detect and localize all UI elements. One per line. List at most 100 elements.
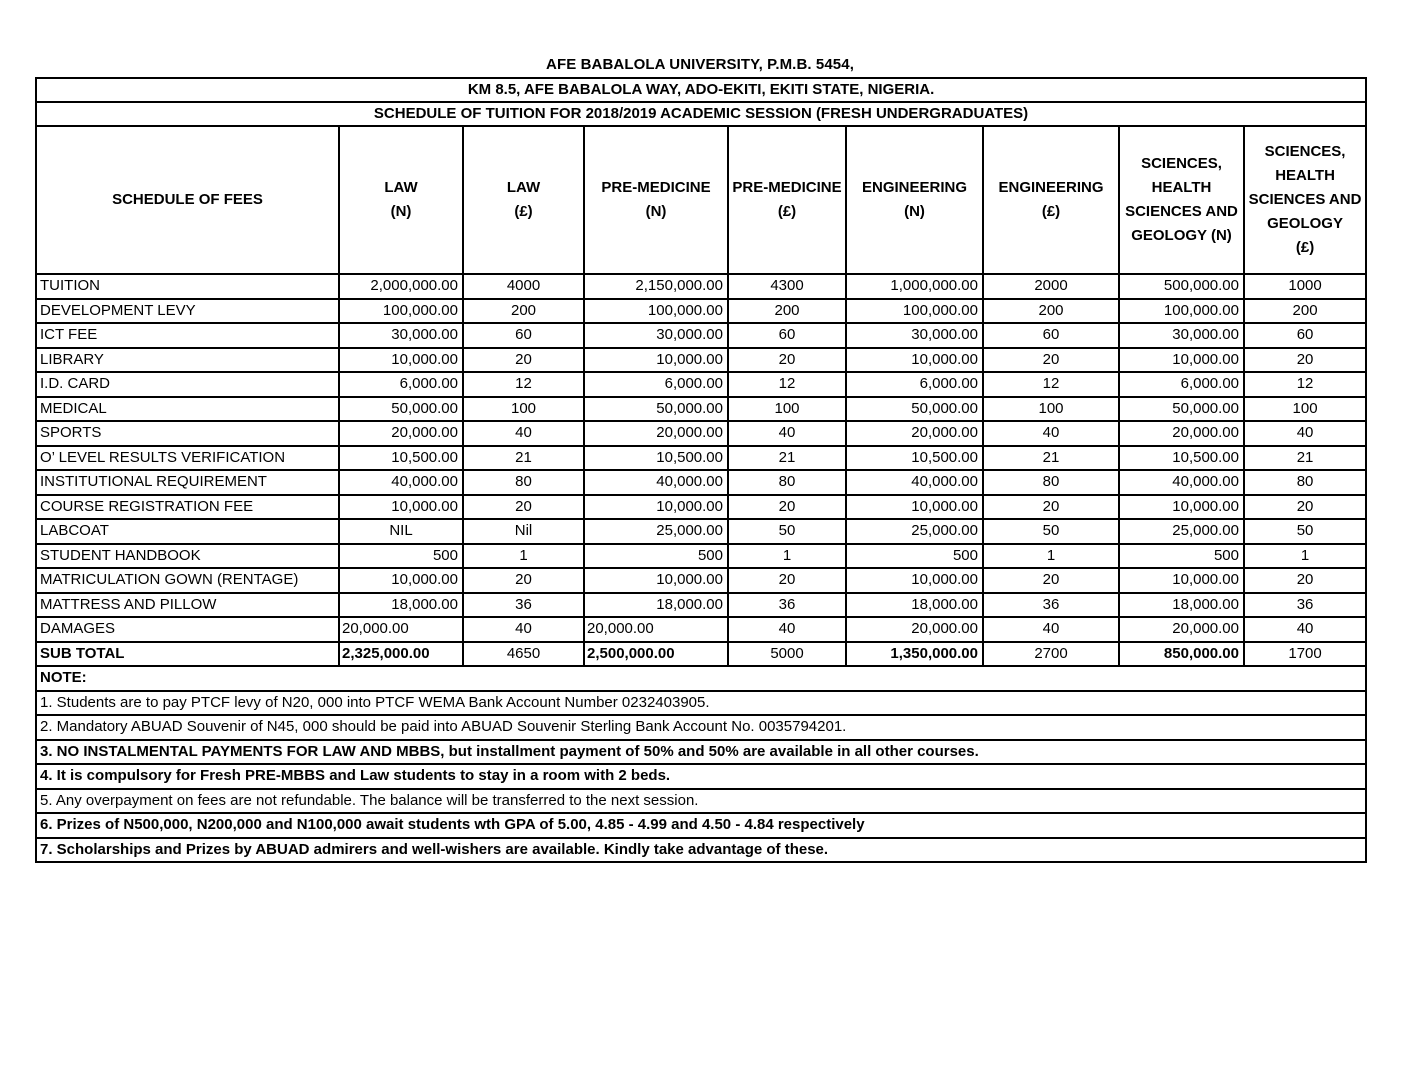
fee-value: 40 <box>462 420 585 447</box>
schedule-title-line: SCHEDULE OF TUITION FOR 2018/2019 ACADEM… <box>34 101 1368 127</box>
fee-value: 50 <box>982 518 1120 545</box>
fee-row: LIBRARY 10,000.00 20 10,000.00 20 10,000.00 20… <box>35 346 1368 373</box>
fee-row-label: INSTITUTIONAL REQUIREMENT <box>35 469 340 496</box>
fee-value: 20 <box>982 493 1120 520</box>
fee-value: 20 <box>1242 567 1368 594</box>
fee-value: 40 <box>982 420 1120 447</box>
fee-value: 2,000,000.00 <box>338 273 464 300</box>
fee-value: 10,000.00 <box>1118 346 1245 373</box>
fee-value: 4300 <box>727 273 847 300</box>
fee-value: 100 <box>1242 395 1368 422</box>
fee-value: 40 <box>727 420 847 447</box>
fee-value: 1,000,000.00 <box>845 273 984 300</box>
fee-value: 1 <box>727 542 847 569</box>
fee-value: 40,000.00 <box>583 469 729 496</box>
fee-value: 12 <box>727 371 847 398</box>
fee-value: 4650 <box>462 640 585 667</box>
fee-value: 20,000.00 <box>583 420 729 447</box>
fee-value: 500 <box>338 542 464 569</box>
fee-value: 20 <box>727 567 847 594</box>
fee-value: 10,500.00 <box>583 444 729 471</box>
fee-value: 100,000.00 <box>845 297 984 324</box>
fee-value: 20,000.00 <box>1118 420 1245 447</box>
fee-value: 200 <box>982 297 1120 324</box>
fee-value: 10,000.00 <box>845 567 984 594</box>
fee-value: 50 <box>727 518 847 545</box>
fee-value: 21 <box>462 444 585 471</box>
note-heading-section: NOTE: <box>34 665 1368 692</box>
fee-value: 21 <box>1242 444 1368 471</box>
fee-value: 20 <box>727 493 847 520</box>
fee-value: 100,000.00 <box>338 297 464 324</box>
note-row: 3. NO INSTALMENTAL PAYMENTS FOR LAW AND … <box>34 738 1368 765</box>
fee-row-label: MEDICAL <box>35 395 340 422</box>
fee-row-label: MATRICULATION GOWN (RENTAGE) <box>35 567 340 594</box>
col-header-premedicine-n: PRE-MEDICINE (N) <box>583 125 729 275</box>
fee-row-label: O’ LEVEL RESULTS VERIFICATION <box>35 444 340 471</box>
fee-row-label: SUB TOTAL <box>35 640 340 667</box>
fee-value: 40 <box>1242 420 1368 447</box>
note-text: 3. NO INSTALMENTAL PAYMENTS FOR LAW AND … <box>34 738 1368 765</box>
fee-value: 20 <box>1242 346 1368 373</box>
note-row: 5. Any overpayment on fees are not refun… <box>34 787 1368 814</box>
fee-value: 500,000.00 <box>1118 273 1245 300</box>
fee-value: 2,325,000.00 <box>338 640 464 667</box>
fee-value: 25,000.00 <box>583 518 729 545</box>
fee-row: DEVELOPMENT LEVY 100,000.00 200 100,000.00 2… <box>35 297 1368 324</box>
fee-value: 20 <box>727 346 847 373</box>
fee-value: 10,000.00 <box>338 346 464 373</box>
fee-value: 500 <box>845 542 984 569</box>
fee-value: 20,000.00 <box>583 616 729 643</box>
fee-value: 5000 <box>727 640 847 667</box>
fee-value: 21 <box>982 444 1120 471</box>
fee-value: 10,500.00 <box>845 444 984 471</box>
note-row: 7. Scholarships and Prizes by ABUAD admi… <box>34 836 1368 863</box>
fee-value: 60 <box>1242 322 1368 349</box>
note-rows-section: 1. Students are to pay PTCF levy of N20,… <box>34 689 1368 863</box>
fee-value: 200 <box>727 297 847 324</box>
col-header-schedule-of-fees: SCHEDULE OF FEES <box>35 125 340 275</box>
fee-row-label: I.D. CARD <box>35 371 340 398</box>
fee-value: 36 <box>727 591 847 618</box>
fee-value: 1700 <box>1242 640 1368 667</box>
fee-value: 40,000.00 <box>845 469 984 496</box>
fee-value: 30,000.00 <box>583 322 729 349</box>
fee-row: MATTRESS AND PILLOW 18,000.00 36 18,000.00 3… <box>35 591 1368 618</box>
address-row: KM 8.5, AFE BABALOLA WAY, ADO-EKITI, EKI… <box>34 77 1368 103</box>
fee-value: 36 <box>1242 591 1368 618</box>
fee-value: 200 <box>1242 297 1368 324</box>
col-header-sciences-n: SCIENCES, HEALTH SCIENCES AND GEOLOGY (N… <box>1118 125 1245 275</box>
fee-value: 6,000.00 <box>845 371 984 398</box>
fee-value: 20,000.00 <box>338 420 464 447</box>
fee-row: DAMAGES 20,000.00 40 20,000.00 40 20,000.00 40… <box>35 616 1368 643</box>
fee-row-label: COURSE REGISTRATION FEE <box>35 493 340 520</box>
fee-value: 80 <box>462 469 585 496</box>
fee-value: 40 <box>727 616 847 643</box>
fee-value: 20 <box>462 346 585 373</box>
note-text: 6. Prizes of N500,000, N200,000 and N100… <box>34 812 1368 839</box>
fee-value: 20 <box>982 567 1120 594</box>
fee-value: 10,000.00 <box>338 567 464 594</box>
fee-value: 40,000.00 <box>338 469 464 496</box>
fee-value: 10,000.00 <box>583 567 729 594</box>
fee-row-label: MATTRESS AND PILLOW <box>35 591 340 618</box>
fee-value: 100 <box>727 395 847 422</box>
fee-value: 500 <box>1118 542 1245 569</box>
fee-row: MATRICULATION GOWN (RENTAGE) 10,000.00 20 1… <box>35 567 1368 594</box>
fee-value: 10,000.00 <box>1118 493 1245 520</box>
fee-value: 100 <box>982 395 1120 422</box>
fee-row: TUITION 2,000,000.00 4000 2,150,000.00 4300 1… <box>35 273 1368 300</box>
col-header-sciences-gbp: SCIENCES, HEALTH SCIENCES AND GEOLOGY (£… <box>1242 125 1368 275</box>
fee-value: 18,000.00 <box>1118 591 1245 618</box>
note-heading: NOTE: <box>34 665 1368 692</box>
note-row: 2. Mandatory ABUAD Souvenir of N45, 000 … <box>34 714 1368 741</box>
fee-row: COURSE REGISTRATION FEE 10,000.00 20 10,000… <box>35 493 1368 520</box>
fee-row-label: LABCOAT <box>35 518 340 545</box>
fee-value: 2,500,000.00 <box>583 640 729 667</box>
note-text: 4. It is compulsory for Fresh PRE-MBBS a… <box>34 763 1368 790</box>
fee-row: STUDENT HANDBOOK 500 1 500 1 500 1 500 1 <box>35 542 1368 569</box>
fee-value: 1 <box>1242 542 1368 569</box>
fee-value: 50,000.00 <box>1118 395 1245 422</box>
fee-row: SPORTS 20,000.00 40 20,000.00 40 20,000.00 40 2… <box>35 420 1368 447</box>
